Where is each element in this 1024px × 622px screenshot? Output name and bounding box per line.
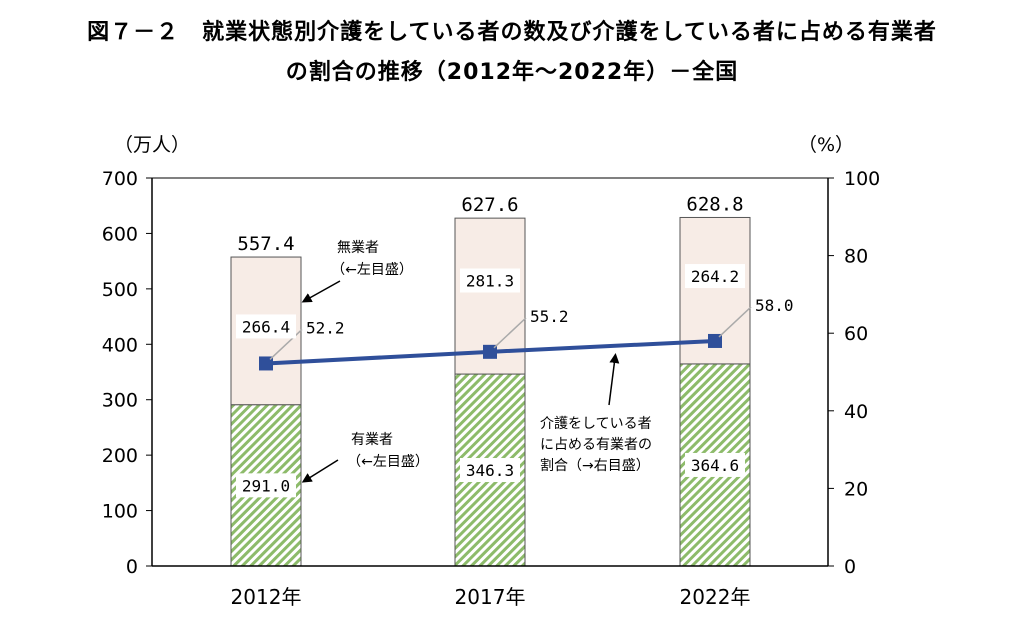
- annotation-nonworker-name: 無業者: [337, 240, 379, 256]
- annotation-worker-name: 有業者: [351, 432, 393, 448]
- left-tick-label: 100: [102, 501, 138, 523]
- right-axis-unit: （%）: [798, 134, 854, 156]
- right-tick-label: 0: [844, 556, 856, 578]
- worker-value-label-bg: [460, 458, 520, 483]
- nonworker-value-label: 266.4: [242, 317, 290, 336]
- right-tick-label: 100: [844, 168, 880, 190]
- worker-value-label-bg: [685, 452, 745, 477]
- right-tick-label: 40: [844, 401, 868, 423]
- left-tick-label: 600: [102, 223, 138, 245]
- total-value-label: 627.6: [461, 194, 518, 216]
- ratio-leader-line: [718, 306, 752, 338]
- ratio-value-label: 52.2: [306, 318, 345, 337]
- ratio-point: [483, 344, 497, 359]
- ratio-point: [259, 356, 273, 371]
- annotation-nonworker-arrow: [301, 280, 341, 303]
- ratio-point: [708, 333, 722, 348]
- total-value-label: 628.8: [686, 193, 743, 215]
- annotation-ratio-line2: に占める有業者の: [540, 437, 652, 453]
- left-tick-label: 200: [102, 445, 138, 467]
- annotation-worker-arrow: [301, 459, 339, 483]
- worker-value-label: 364.6: [691, 456, 739, 475]
- annotation-ratio-line3: 割合（→右目盛）: [540, 457, 650, 474]
- x-tick-label: 2012年: [231, 585, 302, 609]
- nonworker-value-label-bg: [236, 314, 296, 339]
- annotation-ratio-line1: 介護をしている者: [540, 416, 652, 432]
- ratio-value-label: 55.2: [530, 307, 569, 326]
- nonworker-value-label: 264.2: [691, 267, 739, 286]
- annotation-ratio-arrow: [608, 353, 620, 406]
- ratio-leader-line: [269, 328, 303, 361]
- left-tick-label: 400: [102, 334, 138, 356]
- annotation-nonworker-axis: （←左目盛）: [331, 262, 413, 278]
- x-tick-label: 2017年: [455, 585, 526, 609]
- nonworker-value-label: 281.3: [466, 271, 514, 290]
- worker-value-label: 346.3: [466, 461, 514, 480]
- annotation-worker-axis: （←左目盛）: [347, 454, 429, 470]
- left-axis-unit: （万人）: [114, 134, 190, 156]
- left-tick-label: 0: [126, 556, 138, 578]
- left-tick-label: 500: [102, 279, 138, 301]
- left-tick-label: 700: [102, 168, 138, 190]
- left-tick-label: 300: [102, 390, 138, 412]
- right-tick-label: 60: [844, 323, 868, 345]
- worker-value-label: 291.0: [242, 476, 290, 495]
- nonworker-value-label-bg: [460, 268, 520, 293]
- x-tick-label: 2022年: [680, 585, 751, 609]
- chart-title-line-1: 図７－２ 就業状態別介護をしている者の数及び介護をしている者に占める有業者: [87, 20, 937, 45]
- worker-value-label-bg: [236, 473, 296, 498]
- ratio-leader-line: [493, 317, 527, 349]
- chart-title-line-2: の割合の推移（2012年～2022年）－全国: [285, 60, 739, 85]
- right-tick-label: 20: [844, 478, 868, 500]
- total-value-label: 557.4: [237, 233, 294, 255]
- right-tick-label: 80: [844, 246, 868, 268]
- ratio-value-label: 58.0: [755, 296, 794, 315]
- nonworker-value-label-bg: [685, 264, 745, 289]
